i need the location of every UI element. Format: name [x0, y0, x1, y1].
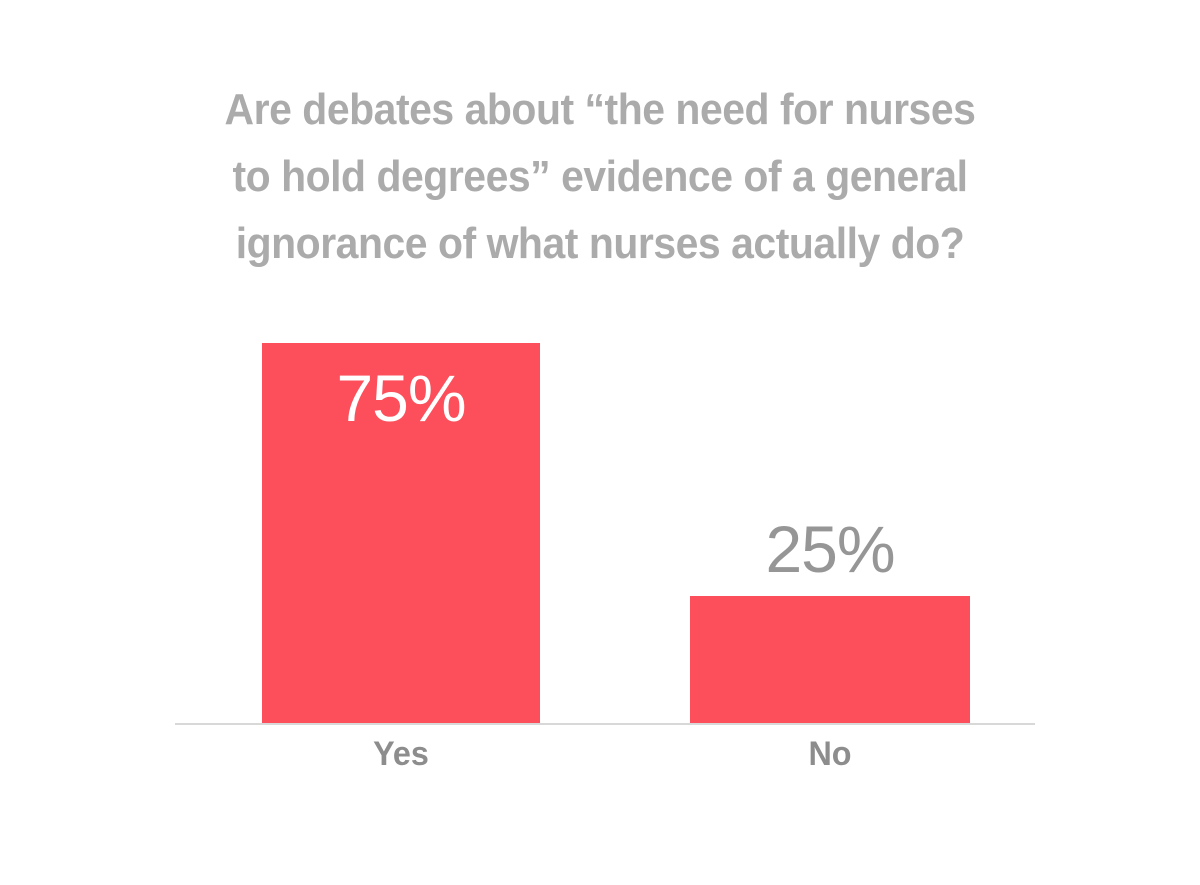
category-label-yes: Yes [373, 735, 429, 773]
x-axis-line [175, 723, 1035, 725]
plot-area: 75% Yes 25% No [175, 343, 1035, 771]
value-label-yes: 75% [336, 361, 466, 435]
category-label-no: No [808, 735, 852, 773]
chart-title-line-3: ignorance of what nurses actually do? [235, 219, 965, 268]
bar-group-yes: 75% Yes [262, 343, 540, 771]
chart-title: Are debates about “the need for nurses t… [42, 76, 1158, 277]
bar-yes: 75% [262, 343, 540, 723]
chart-title-line-2: to hold degrees” evidence of a general [232, 152, 968, 201]
bar-no: 25% [690, 516, 970, 723]
value-label-no: 25% [765, 512, 895, 586]
chart-title-line-1: Are debates about “the need for nurses [224, 85, 976, 134]
bar-group-no: 25% No [690, 343, 970, 771]
